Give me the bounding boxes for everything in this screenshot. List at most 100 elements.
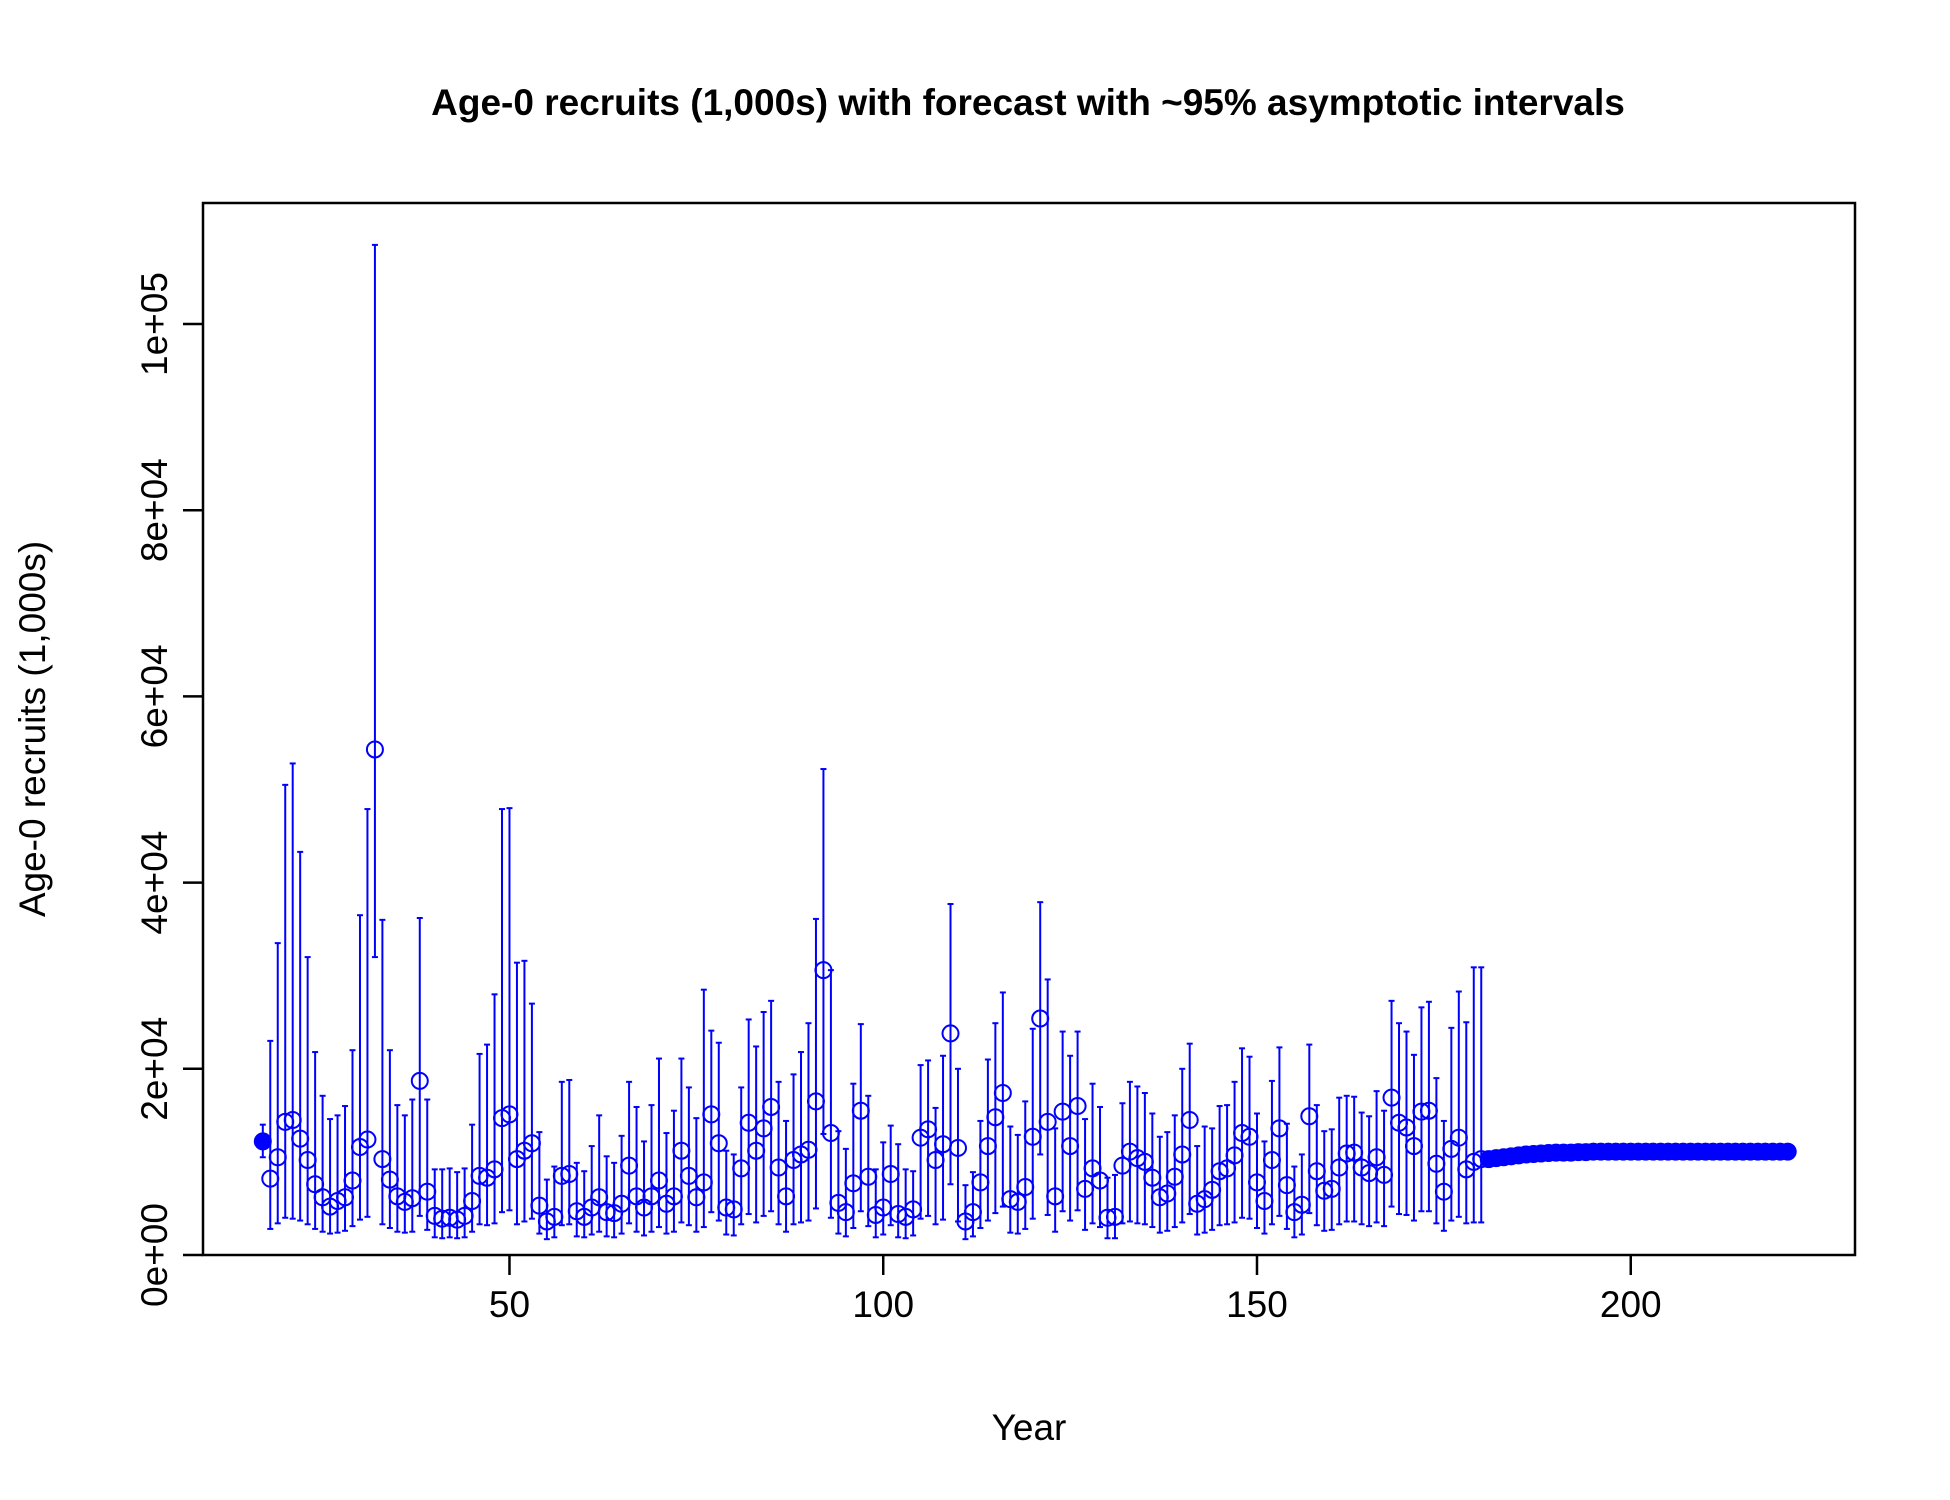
error-bar xyxy=(1306,1043,1313,1215)
error-bar xyxy=(1366,1115,1373,1228)
error-bar xyxy=(1388,999,1395,1208)
error-bar xyxy=(723,1149,730,1236)
x-axis: 50 100 150 200 xyxy=(489,1255,1662,1325)
error-bar xyxy=(798,1051,805,1224)
data-marks xyxy=(253,243,1797,1241)
error-bar xyxy=(521,959,528,1223)
error-bar xyxy=(1313,1104,1320,1227)
x-tick-label: 100 xyxy=(852,1284,914,1325)
y-tick-label: 0e+00 xyxy=(134,1203,175,1307)
error-bar xyxy=(1201,1125,1208,1234)
data-point xyxy=(410,1071,429,1090)
error-bar xyxy=(812,917,819,1210)
error-bar xyxy=(753,1045,760,1224)
error-bar xyxy=(1194,1145,1201,1236)
error-bar xyxy=(267,1039,274,1230)
data-point-filled xyxy=(1778,1142,1797,1161)
error-bar xyxy=(446,1167,453,1239)
error-bar xyxy=(954,1067,961,1223)
error-bar xyxy=(342,1105,349,1232)
error-bar xyxy=(1156,1135,1163,1234)
error-bar xyxy=(1044,978,1051,1216)
data-point xyxy=(1038,1112,1057,1131)
error-bar xyxy=(1074,1030,1081,1212)
error-bar xyxy=(364,808,371,1218)
error-bar xyxy=(708,1029,715,1214)
error-bar xyxy=(506,807,513,1212)
error-bar xyxy=(1037,901,1044,1156)
x-tick-label: 50 xyxy=(489,1284,530,1325)
error-bar xyxy=(528,1002,535,1220)
error-bar xyxy=(887,1124,894,1227)
error-bar xyxy=(327,1118,334,1235)
error-bar xyxy=(371,243,378,959)
error-bar xyxy=(1433,1077,1440,1225)
error-bar xyxy=(760,1011,767,1217)
error-bar xyxy=(513,961,520,1226)
data-point xyxy=(948,1138,967,1157)
x-tick-label: 200 xyxy=(1600,1284,1662,1325)
error-bar xyxy=(1022,1100,1029,1230)
error-bar xyxy=(865,1094,872,1228)
error-bar xyxy=(663,1132,670,1235)
data-point xyxy=(941,1024,960,1043)
x-tick-label: 150 xyxy=(1226,1284,1288,1325)
error-bar xyxy=(618,1134,625,1235)
error-bar xyxy=(827,969,834,1219)
chart-title: Age-0 recruits (1,000s) with forecast wi… xyxy=(431,82,1625,123)
y-axis-label: Age-0 recruits (1,000s) xyxy=(12,541,53,917)
error-bar xyxy=(349,1049,356,1228)
error-bar xyxy=(1052,1127,1059,1233)
error-bar xyxy=(499,808,506,1214)
error-bar xyxy=(1111,1173,1118,1240)
error-bar xyxy=(1448,1026,1455,1222)
data-point xyxy=(365,740,384,759)
error-bar xyxy=(603,1155,610,1238)
error-bar xyxy=(394,1104,401,1233)
error-bar xyxy=(274,942,281,1225)
error-bar xyxy=(940,1054,947,1221)
error-bar xyxy=(1089,1082,1096,1225)
error-bar xyxy=(715,1041,722,1222)
error-bar xyxy=(1059,1030,1066,1213)
error-bar xyxy=(1351,1095,1358,1223)
error-bar xyxy=(1381,1109,1388,1228)
y-tick-label: 8e+04 xyxy=(134,458,175,562)
error-bar xyxy=(641,1140,648,1237)
error-bar xyxy=(842,1147,849,1238)
error-bar xyxy=(1440,1119,1447,1232)
error-bar xyxy=(573,1161,580,1238)
data-point xyxy=(709,1134,728,1153)
error-bar xyxy=(282,783,289,1219)
error-bar xyxy=(678,1057,685,1224)
error-bar xyxy=(910,1170,917,1237)
y-axis: 0e+00 2e+04 4e+04 6e+04 8e+04 1e+05 xyxy=(134,272,203,1307)
data-point xyxy=(1180,1111,1199,1130)
data-point xyxy=(993,1084,1012,1103)
error-bar xyxy=(820,768,827,1135)
error-bar xyxy=(1470,966,1477,1224)
error-bar xyxy=(1104,1176,1111,1240)
error-bar xyxy=(670,1109,677,1233)
error-bar xyxy=(1029,1027,1036,1220)
error-bar xyxy=(1336,1096,1343,1226)
error-bar xyxy=(409,1098,416,1233)
error-bar xyxy=(1119,1102,1126,1225)
y-tick-label: 2e+04 xyxy=(134,1017,175,1121)
error-bar xyxy=(1141,1092,1148,1226)
error-bar xyxy=(416,916,423,1217)
error-bar xyxy=(1253,1112,1260,1230)
error-bar xyxy=(1246,1055,1253,1220)
error-bar xyxy=(693,1117,700,1233)
error-bar xyxy=(932,1106,939,1226)
error-bar xyxy=(1455,990,1462,1218)
error-bar xyxy=(1373,1090,1380,1224)
error-bar xyxy=(476,1052,483,1226)
error-bar xyxy=(917,1064,924,1220)
y-tick-label: 4e+04 xyxy=(134,831,175,935)
error-bar xyxy=(790,1073,797,1226)
error-bar xyxy=(379,918,386,1226)
error-bar xyxy=(1171,1114,1178,1229)
error-bar xyxy=(768,999,775,1213)
